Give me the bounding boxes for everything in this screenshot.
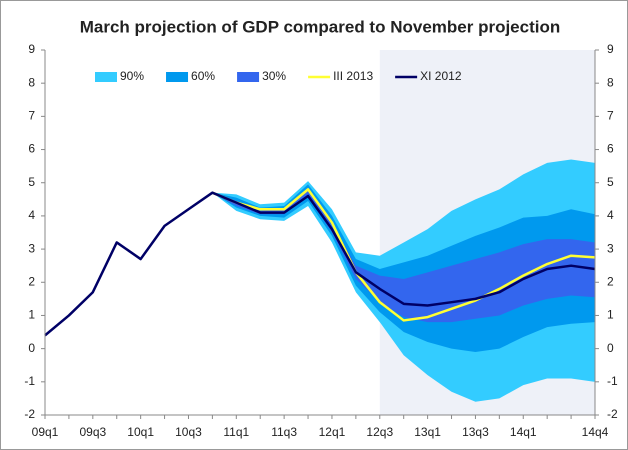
y2-tick-label: 9 (607, 42, 614, 56)
y2-tick-label: -2 (607, 407, 618, 421)
y2-tick-label: 0 (607, 341, 614, 355)
legend-label: III 2013 (333, 69, 373, 83)
legend-swatch (95, 72, 117, 82)
line (211, 188, 596, 322)
legend-label: 90% (120, 69, 144, 83)
y-tick-label: 9 (28, 42, 35, 56)
x-tick-label: 09q3 (79, 425, 106, 439)
y-tick-label: 1 (28, 308, 35, 322)
y-tick-label: 7 (28, 109, 35, 123)
y-tick-label: -1 (24, 374, 35, 388)
legend-label: 60% (191, 69, 215, 83)
y2-tick-label: 8 (607, 75, 614, 89)
y-tick-label: 4 (28, 208, 35, 222)
y2-tick-label: 1 (607, 308, 614, 322)
x-tick-label: 09q1 (32, 425, 59, 439)
x-tick-label: 14q4 (582, 425, 609, 439)
y-tick-label: 8 (28, 75, 35, 89)
x-tick-label: 11q3 (271, 425, 297, 439)
x-tick-label: 14q1 (510, 425, 537, 439)
y2-tick-label: 2 (607, 274, 614, 288)
y-tick-label: 6 (28, 142, 35, 156)
legend-label: XI 2012 (420, 69, 462, 83)
chart-title: March projection of GDP compared to Nove… (80, 17, 560, 36)
x-tick-label: 12q1 (319, 425, 346, 439)
x-tick-label: 12q3 (366, 425, 393, 439)
x-tick-label: 10q3 (175, 425, 202, 439)
legend-swatch (237, 72, 260, 82)
y2-tick-label: -1 (607, 374, 618, 388)
line (44, 191, 596, 337)
x-tick-label: 13q1 (414, 425, 441, 439)
y2-tick-label: 4 (607, 208, 614, 222)
legend-swatch (166, 72, 189, 82)
x-tick-label: 10q1 (127, 425, 154, 439)
y-tick-label: 0 (28, 341, 35, 355)
legend-label: 30% (262, 69, 286, 83)
y-tick-label: 3 (28, 241, 35, 255)
x-tick-label: 13q3 (462, 425, 489, 439)
y2-tick-label: 6 (607, 142, 614, 156)
y-tick-label: 5 (28, 175, 35, 189)
x-tick-label: 11q1 (223, 425, 249, 439)
y-tick-label: -2 (24, 407, 35, 421)
y-tick-label: 2 (28, 274, 35, 288)
y2-tick-label: 3 (607, 241, 614, 255)
y2-tick-label: 5 (607, 175, 614, 189)
y2-tick-label: 7 (607, 109, 614, 123)
